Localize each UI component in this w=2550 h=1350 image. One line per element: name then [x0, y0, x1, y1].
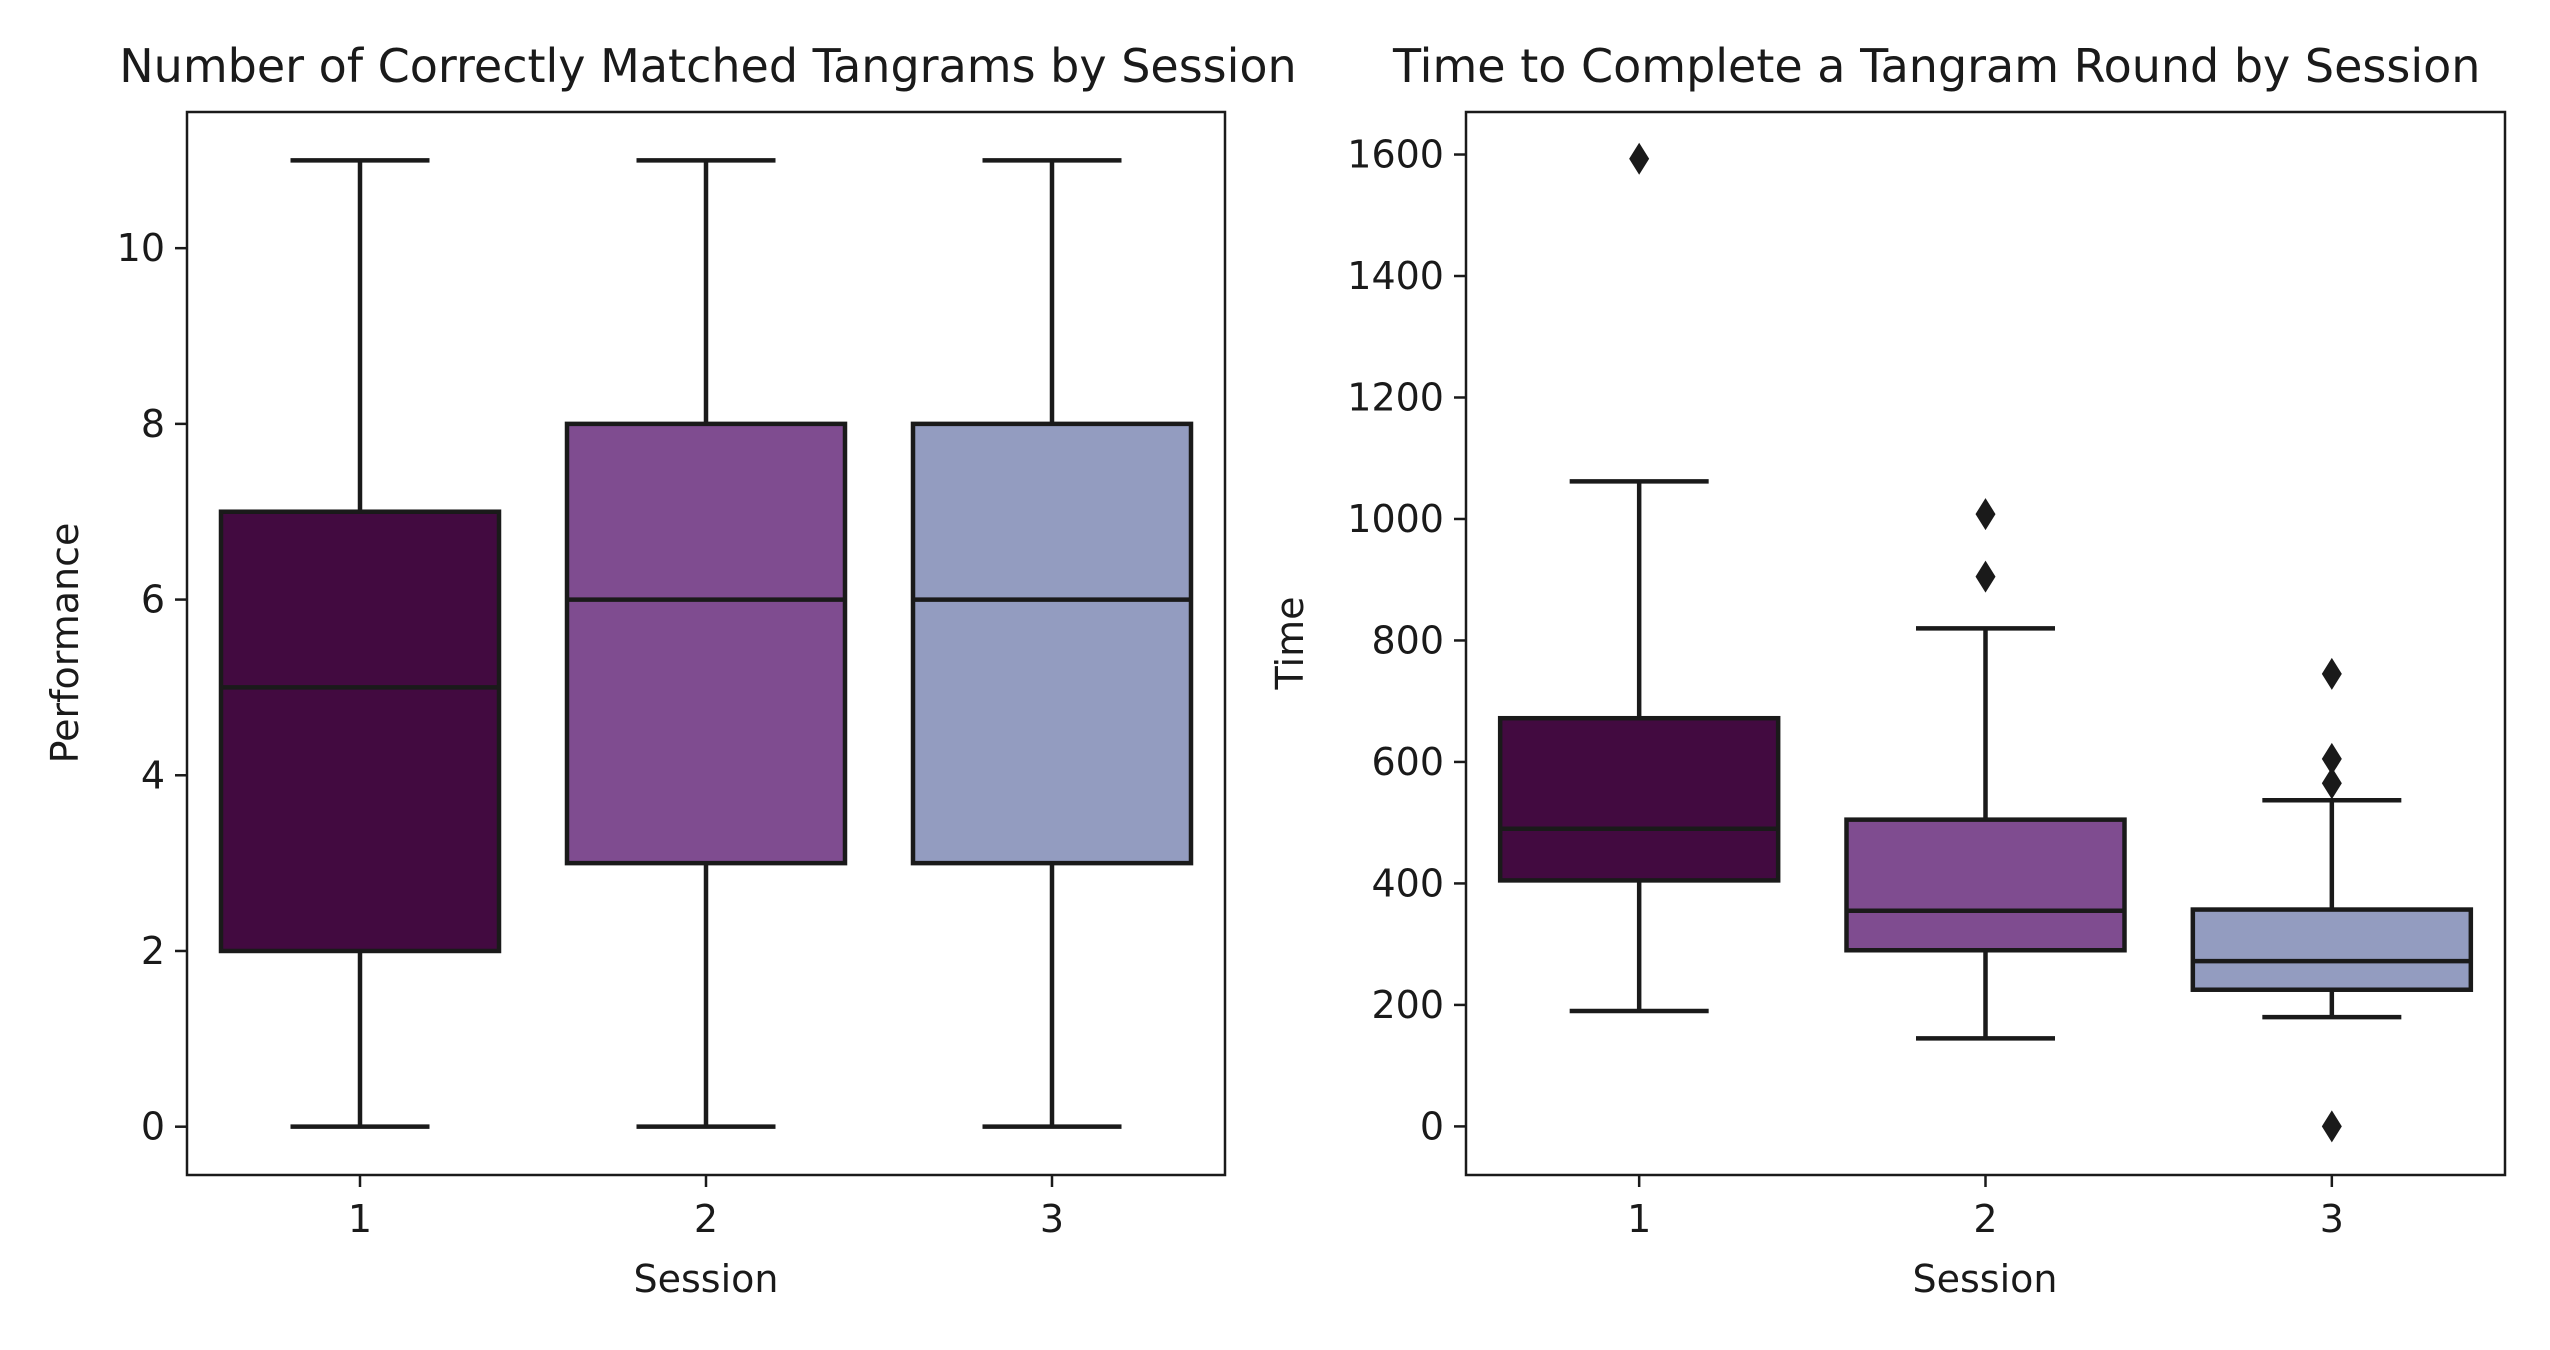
time-chart: Time to Complete a Tangram Round by Sess… [1268, 39, 2507, 1301]
y-tick-label: 6 [141, 578, 165, 622]
chart-title: Number of Correctly Matched Tangrams by … [119, 39, 1296, 93]
outlier-point [1629, 142, 1650, 175]
iqr-box [910, 421, 1194, 866]
time-boxplots [1497, 142, 2474, 1143]
iqr-box [218, 509, 502, 954]
x-axis: 1 2 3 [348, 1175, 1064, 1241]
box-session-2 [1844, 498, 2127, 1041]
chart-title: Time to Complete a Tangram Round by Sess… [1392, 39, 2480, 93]
y-axis-label: Time [1268, 597, 1312, 691]
y-tick-label: 1600 [1347, 133, 1444, 177]
y-axis-label: Performance [43, 523, 87, 764]
x-tick-label: 1 [348, 1197, 372, 1241]
performance-boxplots [218, 158, 1194, 1129]
x-tick-label: 2 [1973, 1197, 1997, 1241]
iqr-box [1844, 817, 2127, 953]
box-session-1 [218, 158, 502, 1129]
y-tick-label: 200 [1371, 983, 1444, 1027]
y-axis: 0 2 4 6 8 10 [117, 226, 187, 1149]
y-tick-label: 600 [1371, 740, 1444, 784]
performance-chart: Number of Correctly Matched Tangrams by … [43, 39, 1297, 1301]
x-tick-label: 2 [694, 1197, 718, 1241]
outlier-point [1975, 498, 1996, 531]
iqr-box [564, 421, 848, 866]
outlier-point [1975, 560, 1996, 593]
y-tick-label: 1000 [1347, 497, 1444, 541]
y-tick-label: 0 [1420, 1104, 1444, 1148]
y-tick-label: 4 [141, 753, 165, 797]
x-tick-label: 1 [1627, 1197, 1651, 1241]
outlier-point [2321, 1110, 2342, 1143]
y-tick-label: 400 [1371, 861, 1444, 905]
y-tick-label: 1400 [1347, 254, 1444, 298]
x-axis: 1 2 3 [1627, 1175, 2344, 1241]
y-tick-label: 0 [141, 1105, 165, 1149]
outlier-point [2321, 742, 2342, 775]
x-axis-label: Session [634, 1257, 779, 1301]
y-tick-label: 2 [141, 929, 165, 973]
y-tick-label: 800 [1371, 618, 1444, 662]
y-tick-label: 8 [141, 402, 165, 446]
outlier-point [2321, 767, 2342, 800]
box-session-3 [910, 158, 1194, 1129]
iqr-box [2190, 907, 2474, 992]
box-session-1 [1497, 142, 1781, 1014]
outlier-point [2321, 657, 2342, 690]
y-axis: 0 200 400 600 800 1000 1200 1400 1600 [1347, 133, 1466, 1148]
iqr-box [1497, 715, 1781, 883]
x-tick-label: 3 [1040, 1197, 1064, 1241]
x-tick-label: 3 [2320, 1197, 2344, 1241]
y-tick-label: 1200 [1347, 375, 1444, 419]
y-tick-label: 10 [117, 226, 165, 270]
box-session-2 [564, 158, 848, 1129]
box-session-3 [2190, 657, 2474, 1143]
x-axis-label: Session [1913, 1257, 2058, 1301]
